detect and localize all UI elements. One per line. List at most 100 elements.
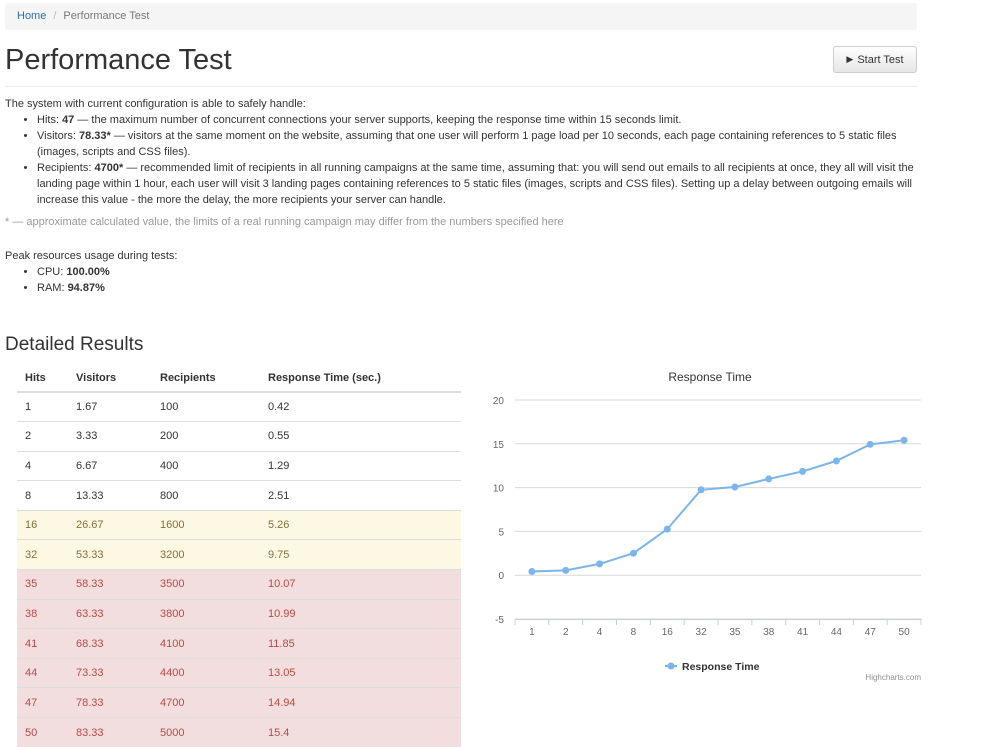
table-row: 2 3.33 200 0.55 <box>17 421 461 452</box>
hits-cell: 50 <box>17 717 68 747</box>
hits-cell: 8 <box>17 480 68 511</box>
x-tick-label: 41 <box>797 627 809 638</box>
hits-cell: 38 <box>17 598 68 629</box>
data-point <box>562 566 570 574</box>
y-tick-label: 5 <box>498 527 504 538</box>
response-time-cell: 9.75 <box>260 539 461 570</box>
capacity-list: Hits: 47 — the maximum number of concurr… <box>5 112 940 208</box>
play-icon: ▶ <box>846 54 854 64</box>
column-header-response-time: Response Time (sec.) <box>260 364 461 393</box>
breadcrumb-home-link[interactable]: Home <box>17 10 47 22</box>
chart-title: Response Time <box>668 370 752 384</box>
recipients-cell: 400 <box>152 450 260 481</box>
visitors-cell: 63.33 <box>68 598 152 629</box>
response-time-cell: 2.51 <box>260 480 461 511</box>
data-point <box>866 440 874 448</box>
recipients-cell: 5000 <box>152 717 260 747</box>
table-row: 47 78.33 4700 14.94 <box>17 687 461 718</box>
peak-intro: Peak resources usage during tests: <box>5 250 178 262</box>
detailed-results-title: Detailed Results <box>5 334 144 355</box>
data-point <box>900 436 908 444</box>
capacity-summary: The system with current configuration is… <box>5 96 940 208</box>
recipients-item: Recipients: 4700* — recommended limit of… <box>37 160 940 208</box>
recipients-cell: 3800 <box>152 598 260 629</box>
ram-label: RAM: <box>37 282 65 294</box>
visitors-cell: 83.33 <box>68 717 152 747</box>
x-tick-label: 50 <box>899 627 911 638</box>
hits-cell: 41 <box>17 628 68 659</box>
table-row: 8 13.33 800 2.51 <box>17 480 461 511</box>
hits-description: — the maximum number of concurrent conne… <box>77 114 682 126</box>
visitors-item: Visitors: 78.33* — visitors at the same … <box>37 128 940 160</box>
table-row: 16 26.67 1600 5.26 <box>17 509 461 540</box>
breadcrumb-separator: / <box>53 10 57 22</box>
response-time-cell: 5.26 <box>260 509 461 540</box>
legend-marker <box>667 662 675 670</box>
response-time-cell: 1.29 <box>260 450 461 481</box>
visitors-label: Visitors: <box>37 130 76 142</box>
start-test-label: Start Test <box>857 53 904 66</box>
x-tick-label: 35 <box>729 627 741 638</box>
response-time-cell: 10.99 <box>260 598 461 629</box>
cpu-item: CPU: 100.00% <box>37 264 177 280</box>
table-row: 44 73.33 4400 13.05 <box>17 657 461 688</box>
breadcrumb: Home / Performance Test <box>5 3 917 30</box>
response-time-cell: 14.94 <box>260 687 461 718</box>
x-tick-label: 44 <box>831 627 843 638</box>
data-point <box>799 467 807 475</box>
response-time-cell: 0.55 <box>260 421 461 452</box>
recipients-cell: 800 <box>152 480 260 511</box>
table-row: 1 1.67 100 0.42 <box>17 391 461 422</box>
hits-cell: 1 <box>17 391 68 422</box>
data-point <box>663 525 671 533</box>
y-tick-label: -5 <box>495 615 504 626</box>
response-time-cell: 13.05 <box>260 657 461 688</box>
response-time-cell: 11.85 <box>260 628 461 659</box>
visitors-value: 78.33* <box>78 130 111 142</box>
results-table: Hits Visitors Recipients Response Time (… <box>17 364 461 747</box>
y-tick-label: 15 <box>493 440 505 451</box>
recipients-description: — recommended limit of recipients in all… <box>37 162 914 206</box>
table-row: 35 58.33 3500 10.07 <box>17 569 461 600</box>
response-time-cell: 15.4 <box>260 717 461 747</box>
x-tick-label: 16 <box>662 627 674 638</box>
data-point <box>629 549 637 557</box>
chart-credit: Highcharts.com <box>865 673 921 682</box>
page-title: Performance Test <box>5 44 232 76</box>
table-row: 50 83.33 5000 15.4 <box>17 717 461 747</box>
ram-item: RAM: 94.87% <box>37 280 177 296</box>
visitors-cell: 53.33 <box>68 539 152 570</box>
cpu-label: CPU: <box>37 266 64 278</box>
series-line <box>531 439 905 573</box>
table-row: 4 6.67 400 1.29 <box>17 450 461 481</box>
summary-intro: The system with current configuration is… <box>5 98 306 110</box>
visitors-cell: 68.33 <box>68 628 152 659</box>
data-point <box>832 457 840 465</box>
ram-value: 94.87% <box>67 282 105 294</box>
hits-cell: 2 <box>17 421 68 452</box>
data-point <box>731 483 739 491</box>
x-tick-label: 2 <box>563 627 569 638</box>
visitors-cell: 13.33 <box>68 480 152 511</box>
recipients-cell: 3200 <box>152 539 260 570</box>
table-row: 41 68.33 4100 11.85 <box>17 628 461 659</box>
column-header-visitors: Visitors <box>68 364 152 393</box>
x-tick-label: 4 <box>597 627 603 638</box>
cpu-value: 100.00% <box>66 266 110 278</box>
data-point <box>697 486 705 494</box>
response-time-cell: 0.42 <box>260 391 461 422</box>
visitors-description: — visitors at the same moment on the web… <box>37 130 897 158</box>
visitors-cell: 78.33 <box>68 687 152 718</box>
x-tick-label: 1 <box>529 627 535 638</box>
x-tick-label: 8 <box>631 627 637 638</box>
data-point <box>528 568 536 576</box>
visitors-cell: 58.33 <box>68 569 152 600</box>
recipients-cell: 1600 <box>152 509 260 540</box>
hits-cell: 44 <box>17 657 68 688</box>
visitors-cell: 1.67 <box>68 391 152 422</box>
start-test-button[interactable]: ▶ Start Test <box>833 46 917 73</box>
table-row: 32 53.33 3200 9.75 <box>17 539 461 570</box>
title-divider <box>5 86 917 87</box>
response-time-chart: Response Time -5 0 5 10 15 20 1 2 4 8 16 32 35 38 41 44 4… <box>480 362 940 692</box>
recipients-value: 4700* <box>94 162 124 174</box>
